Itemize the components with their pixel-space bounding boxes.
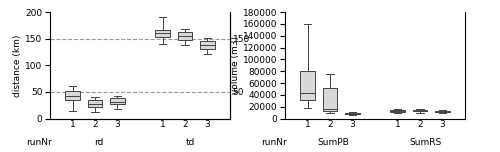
PathPatch shape: [178, 32, 192, 40]
PathPatch shape: [110, 98, 125, 104]
Y-axis label: distance (km): distance (km): [14, 34, 22, 97]
PathPatch shape: [88, 100, 102, 107]
Text: runNr: runNr: [262, 138, 287, 147]
PathPatch shape: [412, 110, 428, 111]
Text: runNr: runNr: [26, 138, 52, 147]
PathPatch shape: [300, 71, 315, 100]
Text: SumPB: SumPB: [318, 138, 350, 147]
PathPatch shape: [345, 113, 360, 114]
PathPatch shape: [435, 111, 450, 112]
PathPatch shape: [200, 41, 215, 49]
PathPatch shape: [322, 88, 338, 111]
Text: td: td: [186, 138, 195, 147]
Y-axis label: volume (m3): volume (m3): [231, 36, 240, 94]
Text: rd: rd: [94, 138, 104, 147]
PathPatch shape: [155, 30, 170, 37]
PathPatch shape: [65, 91, 80, 100]
PathPatch shape: [390, 110, 405, 112]
Text: SumRS: SumRS: [410, 138, 442, 147]
